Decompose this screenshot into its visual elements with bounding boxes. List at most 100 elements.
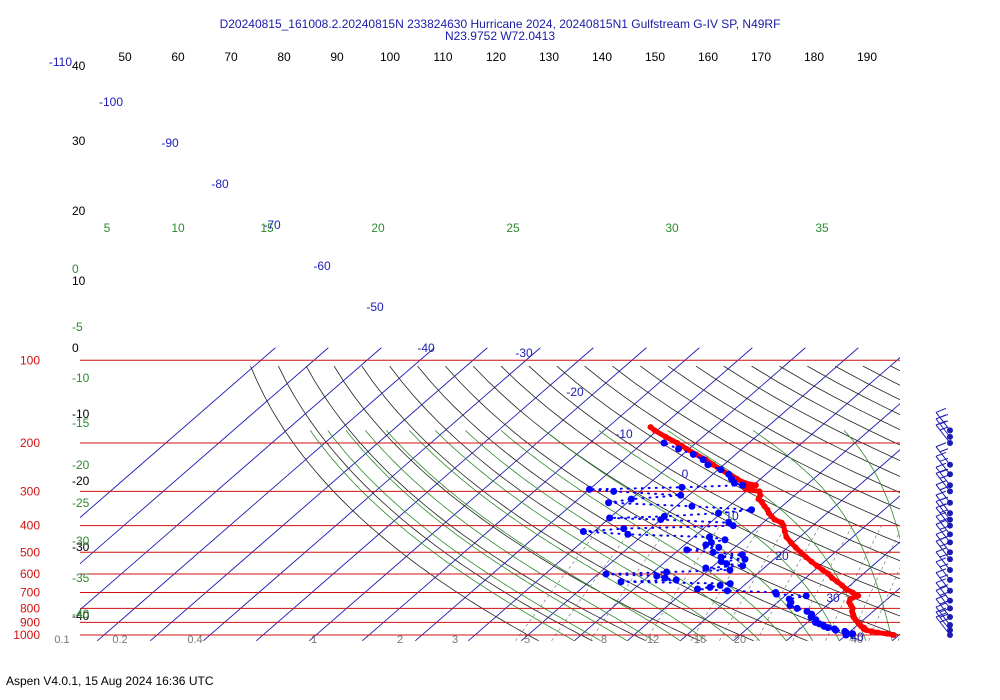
dewpoint-point (675, 445, 683, 453)
top-axis-label: 100 (380, 50, 400, 64)
dry-adiabat-line (278, 365, 593, 642)
dewpoint-point (716, 581, 724, 589)
isotherm-label: -20 (566, 385, 584, 399)
moist-adiabat-line (345, 430, 628, 642)
wind-barb-staff (935, 501, 951, 520)
top-axis-label: 170 (751, 50, 771, 64)
mixing-ratio-bottom-label: 2 (397, 634, 403, 646)
mixing-ratio-label: 35 (815, 221, 829, 235)
wind-barb-flag (935, 612, 947, 618)
mixing-ratio-line (719, 525, 787, 641)
moist-adiabat-line (919, 430, 946, 640)
temperature-point (819, 567, 826, 574)
mixing-ratio-label: -35 (72, 571, 90, 585)
dewpoint-point (585, 485, 593, 493)
dewpoint-point (726, 566, 734, 574)
temperature-point (783, 534, 790, 541)
temperature-point (813, 562, 820, 569)
isotherm-label: -50 (366, 300, 384, 314)
wind-barb-dot (947, 549, 953, 556)
isotherm-label: -40 (417, 341, 435, 355)
wind-barb-flag (935, 442, 947, 448)
dewpoint-point (715, 543, 723, 551)
wind-barb-flag (935, 536, 947, 542)
moist-adiabat-line (843, 430, 900, 540)
wind-barb (935, 612, 953, 638)
top-axis-label: 110 (433, 50, 452, 64)
isotherm-label: 0 (682, 467, 689, 481)
left-axis-label: -30 (72, 540, 90, 554)
chart-title: D20240815_161008.2.20240815N 233824630 H… (0, 18, 1000, 42)
wind-barb-dot (947, 499, 953, 506)
dewpoint-point (715, 509, 723, 517)
dewpoint-point (605, 499, 613, 507)
wind-barb-staff (935, 524, 951, 543)
mixing-ratio-label: -15 (72, 416, 90, 430)
mixing-ratio-bottom-label: 12 (647, 634, 659, 646)
dry-adiabat-line (250, 365, 539, 642)
temperature-point (787, 539, 794, 546)
wind-barb (935, 519, 953, 546)
wind-barb-dot (947, 576, 953, 583)
dewpoint-point (702, 564, 710, 572)
mixing-ratio-label: -10 (72, 371, 90, 385)
top-axis-label: 140 (592, 50, 612, 64)
temperature-point (849, 589, 856, 596)
isotherm-line (415, 347, 753, 642)
moist-adiabat-line (667, 430, 867, 641)
wind-barb-flag (939, 457, 949, 462)
wind-barb-dot (947, 605, 953, 612)
temperature-point (778, 519, 785, 526)
dewpoint-point (802, 592, 810, 600)
dewpoint-point (699, 456, 707, 464)
wind-barb-staff (935, 507, 951, 526)
title-line-2: N23.9752 W72.0413 (444, 29, 556, 43)
left-axis-label: 30 (72, 134, 86, 148)
wind-barb-dot (947, 510, 953, 517)
wind-barb-dot (947, 567, 953, 574)
wind-barb-flag (939, 574, 949, 579)
dry-adiabat-line (779, 365, 900, 431)
temperature-point (855, 592, 862, 599)
dewpoint-point (803, 607, 811, 615)
wind-barb (935, 480, 953, 506)
moist-adiabat-line (365, 430, 654, 642)
mixing-ratio-label: -5 (72, 320, 83, 334)
isotherm-line (80, 347, 382, 611)
dewpoint-point (709, 548, 717, 556)
isotherm-label: -80 (211, 177, 229, 191)
dewpoint-point (610, 487, 618, 495)
wind-barb-staff (935, 466, 951, 486)
isotherm-label: -90 (161, 136, 179, 150)
mixing-ratio-line (792, 525, 853, 641)
wind-barb-flag (935, 468, 947, 474)
dewpoint-point (849, 630, 857, 638)
left-axis-label: 10 (72, 274, 86, 288)
wind-barb-flag (939, 448, 949, 453)
top-axis-label: 50 (118, 50, 132, 64)
left-axis-label: 40 (72, 59, 86, 73)
pressure-label: 400 (20, 519, 40, 533)
dry-adiabat-line (919, 366, 1000, 641)
wind-barb-staff (935, 590, 951, 609)
wind-barb-dot (947, 632, 953, 638)
top-axis-label: 180 (804, 50, 824, 64)
dewpoint-point (721, 536, 729, 544)
wind-barb-flag (935, 462, 947, 468)
wind-barb-flag (935, 490, 947, 496)
temperature-point (797, 549, 804, 556)
temperature-point (651, 427, 658, 434)
dewpoint-point (653, 572, 661, 580)
mixing-ratio-label: 25 (506, 221, 520, 235)
dewpoint-point (723, 587, 731, 595)
wind-barb-staff (935, 484, 951, 504)
temperature-point (710, 461, 717, 468)
mixing-ratio-bottom-label: 0.1 (54, 634, 69, 646)
wind-barb-dot (947, 627, 953, 634)
wind-barb (935, 547, 953, 574)
dewpoint-point (624, 530, 632, 538)
mixing-ratio-label: 5 (104, 221, 111, 235)
wind-barb (935, 557, 953, 583)
wind-barb-dot (947, 522, 953, 529)
dry-adiabat-line (695, 365, 900, 477)
